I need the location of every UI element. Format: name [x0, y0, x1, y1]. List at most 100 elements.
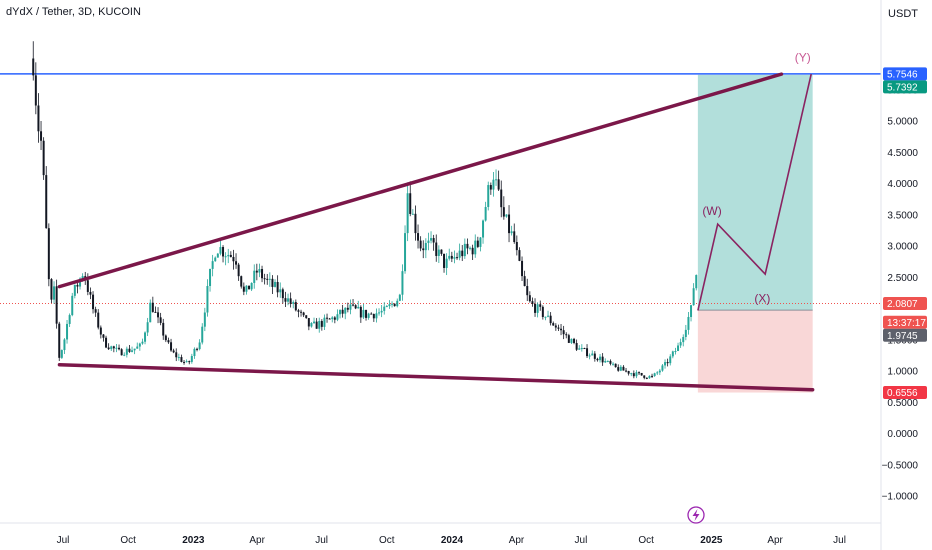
candle-body	[73, 284, 76, 296]
candle-body	[638, 372, 641, 374]
candle-body	[333, 317, 336, 320]
candle-body	[562, 330, 565, 335]
extras	[687, 506, 705, 524]
candle-body	[144, 332, 147, 342]
candle-body	[318, 321, 321, 329]
candle-body	[183, 361, 186, 363]
candle-body	[612, 363, 615, 365]
candle-body	[622, 366, 625, 371]
candle-body	[567, 335, 570, 343]
x-tick-label: Jul	[575, 535, 588, 546]
candle-body	[359, 306, 362, 318]
candle-body	[489, 185, 492, 190]
candle-body	[289, 298, 292, 304]
candle-body	[245, 285, 248, 292]
candle-body	[677, 345, 680, 352]
x-tick-label: Oct	[638, 535, 654, 546]
price-badge-label: 5.7392	[887, 82, 918, 93]
candle-body	[172, 350, 175, 353]
candle-body	[281, 289, 284, 299]
candle-body	[185, 361, 188, 363]
candle-body	[68, 315, 71, 324]
candle-body	[601, 356, 604, 363]
candle-body	[664, 362, 667, 366]
price-badge	[883, 386, 927, 400]
loss-zone	[697, 310, 813, 393]
lightning-icon[interactable]	[687, 506, 705, 524]
x-tick-label: 2023	[182, 535, 205, 546]
candle-body	[661, 365, 664, 371]
candle-body	[443, 253, 446, 268]
wave-label: (Y)	[795, 51, 811, 65]
candle-body	[32, 58, 35, 76]
candle-body	[658, 370, 661, 373]
candle-body	[302, 312, 305, 316]
candle-body	[378, 312, 381, 314]
candle-body	[674, 351, 677, 353]
y-tick-label: −0.5000	[882, 460, 919, 471]
candle-body	[53, 286, 56, 300]
candle-body	[133, 348, 136, 351]
candle-body	[157, 312, 160, 318]
candle-body	[388, 304, 391, 307]
candle-body	[411, 213, 414, 215]
candle-body	[159, 317, 162, 323]
candle-body	[627, 371, 630, 374]
candle-body	[227, 254, 230, 257]
candle-body	[71, 295, 74, 316]
trendline-upper	[57, 72, 784, 289]
candle-body	[450, 255, 453, 259]
candle-body	[320, 321, 323, 327]
candle-body	[352, 304, 355, 306]
candle-body	[55, 286, 58, 324]
candle-body	[34, 75, 37, 106]
candle-body	[336, 314, 339, 320]
price-badge	[883, 296, 927, 310]
candle-body	[596, 358, 599, 361]
candle-body	[523, 276, 526, 287]
candle-body	[437, 249, 440, 256]
candle-body	[422, 248, 425, 251]
candle-body	[367, 313, 370, 318]
candle-body	[404, 233, 407, 272]
candle-body	[294, 302, 297, 311]
candle-body	[268, 278, 271, 280]
y-tick-label: −1.0000	[882, 492, 919, 503]
candle-body	[89, 291, 92, 295]
candle-body	[271, 278, 274, 287]
candle-body	[107, 347, 110, 350]
candle-body	[632, 373, 635, 377]
candle-body	[401, 271, 404, 295]
candle-body	[266, 278, 269, 280]
candle-body	[237, 264, 240, 277]
candle-body	[583, 348, 586, 350]
candle-body	[510, 231, 513, 234]
candle-body	[599, 356, 602, 361]
candle-body	[614, 363, 617, 368]
candle-body	[695, 275, 698, 289]
y-tick-label: 5.0000	[887, 117, 918, 128]
candle-body	[630, 373, 633, 375]
candle-body	[149, 302, 152, 323]
candle-body	[586, 348, 589, 357]
candle-body	[432, 238, 435, 243]
candle-body	[617, 367, 620, 371]
candle-body	[240, 276, 243, 287]
candle-body	[123, 354, 126, 356]
candle-body	[292, 302, 295, 304]
x-tick-label: Oct	[379, 535, 395, 546]
candle-body	[120, 349, 123, 356]
candle-body	[40, 131, 43, 141]
candle-body	[141, 341, 144, 344]
candle-body	[419, 240, 422, 249]
currency-label[interactable]: USDT	[888, 8, 918, 20]
candle-body	[666, 362, 669, 364]
candle-body	[463, 243, 466, 257]
candle-body	[37, 105, 40, 132]
candle-body	[380, 310, 383, 313]
candle-body	[136, 346, 139, 349]
candle-body	[609, 360, 612, 364]
candle-body	[528, 295, 531, 302]
candle-body	[653, 373, 656, 377]
